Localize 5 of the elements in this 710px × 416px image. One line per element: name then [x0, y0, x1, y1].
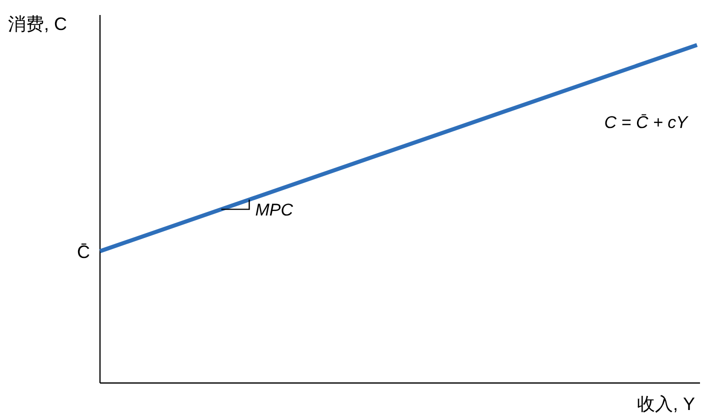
- annotation: C = C̄ + cY: [604, 112, 690, 132]
- x-axis-title: 收入, Y: [636, 394, 695, 414]
- y-axis-title: 消费, C: [8, 14, 68, 34]
- annotation: C̄: [77, 242, 90, 262]
- annotation: MPC: [255, 200, 294, 220]
